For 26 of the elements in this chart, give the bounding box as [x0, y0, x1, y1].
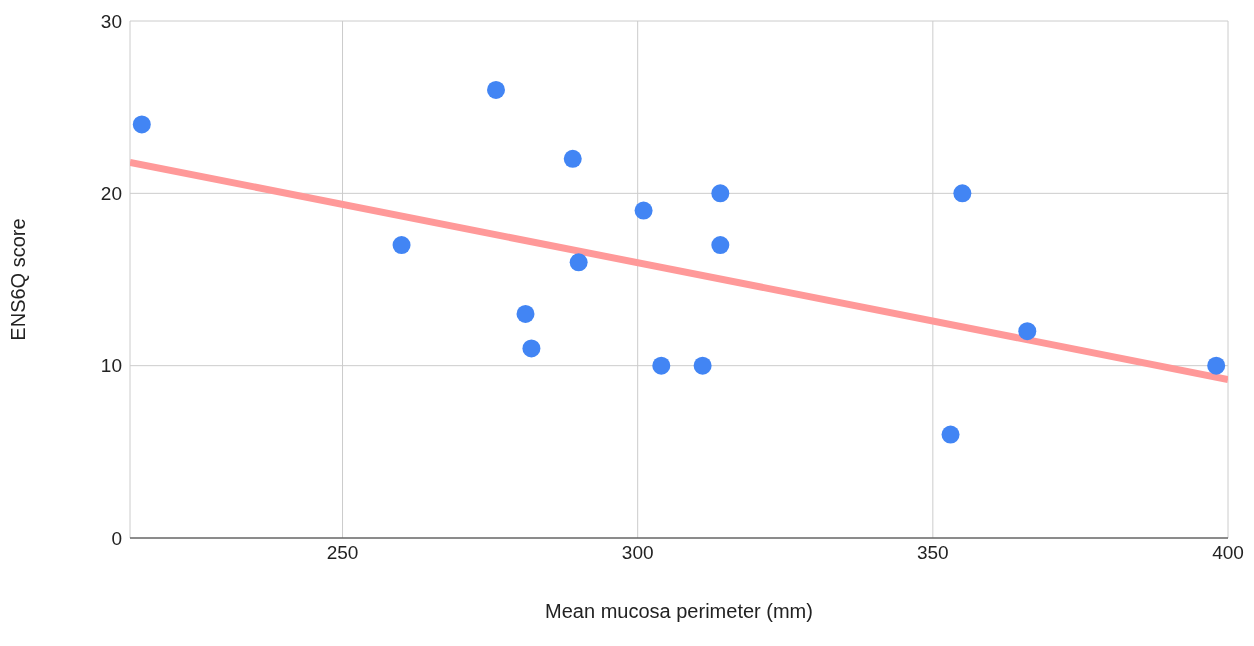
point: [711, 184, 730, 203]
point: [516, 304, 535, 323]
point: [693, 356, 712, 375]
y-tick-label: 0: [111, 527, 122, 549]
point: [1018, 322, 1037, 341]
point: [1207, 356, 1226, 375]
point: [711, 236, 730, 255]
point: [522, 339, 541, 358]
point: [569, 253, 588, 272]
point: [487, 80, 505, 99]
point: [953, 184, 972, 203]
x-tick-label: 300: [621, 542, 654, 564]
x-axis-title: Mean mucosa perimeter (mm): [545, 600, 813, 622]
y-axis-title: ENS6Q score: [7, 218, 30, 341]
x-tick-label: 400: [1212, 542, 1244, 564]
x-tick-label: 350: [916, 542, 949, 564]
point: [392, 236, 411, 255]
point: [941, 425, 960, 444]
y-tick-label: 10: [100, 355, 122, 377]
point: [132, 115, 151, 134]
y-tick-label: 30: [100, 10, 122, 32]
point: [563, 149, 582, 168]
y-tick-label: 20: [100, 183, 122, 205]
point: [634, 201, 653, 220]
point: [652, 356, 671, 375]
x-tick-label: 250: [326, 542, 359, 564]
